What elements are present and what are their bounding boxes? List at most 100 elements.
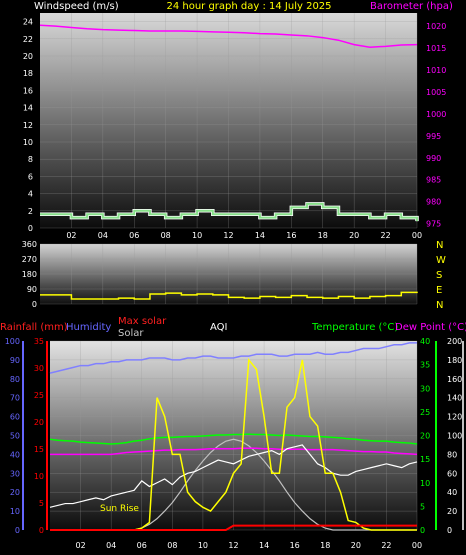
time-tick-label: 06 — [137, 541, 147, 550]
solar-label: Solar — [118, 328, 144, 339]
time-tick-label: 20 — [351, 541, 361, 550]
rainfall-tick-label: 30 — [34, 364, 44, 373]
windspeed-tick-label: 10 — [23, 138, 33, 147]
time-tick-label: 18 — [320, 541, 330, 550]
solar-aqi-tick-label: 140 — [447, 394, 462, 403]
temperature-axis-label: Temperature (°C) — [311, 322, 398, 333]
time-tick-label: 00 — [412, 231, 422, 240]
temperature-tick-label: 5 — [420, 502, 425, 511]
time-tick-label: 10 — [198, 541, 208, 550]
barometer-tick-label: 1010 — [426, 66, 446, 75]
solar-aqi-tick-label: 80 — [447, 450, 457, 459]
wind-direction-series-line — [40, 291, 418, 300]
humidity-tick-label: 70 — [10, 394, 20, 403]
humidity-tick-label: 50 — [10, 432, 20, 441]
humidity-tick-label: 90 — [10, 356, 20, 365]
barometer-tick-label: 995 — [426, 132, 441, 141]
barometer-tick-label: 975 — [426, 220, 441, 229]
compass-label: S — [436, 270, 442, 281]
rainfall-tick-label: 15 — [34, 445, 44, 454]
time-tick-label: 04 — [98, 231, 108, 240]
windspeed-tick-label: 14 — [23, 104, 33, 113]
humidity-tick-label: 20 — [10, 488, 20, 497]
windspeed-tick-label: 16 — [23, 86, 33, 95]
max-solar-label: Max solar — [118, 316, 167, 327]
temperature-tick-label: 25 — [420, 408, 430, 417]
temperature-tick-label: 15 — [420, 455, 430, 464]
barometer-tick-label: 1020 — [426, 22, 446, 31]
time-tick-label: 16 — [286, 231, 296, 240]
humidity-tick-label: 10 — [10, 507, 20, 516]
solar-aqi-tick-label: 100 — [447, 432, 462, 441]
time-tick-label: 14 — [255, 231, 265, 240]
windspeed-axis-label: Windspeed (m/s) — [34, 1, 119, 12]
time-tick-label: 20 — [349, 231, 359, 240]
time-tick-label: 08 — [167, 541, 177, 550]
windspeed-tick-label: 12 — [23, 121, 33, 130]
barometer-tick-label: 1005 — [426, 88, 446, 97]
rainfall-axis-label: Rainfall (mm) — [0, 322, 68, 333]
temperature-tick-label: 40 — [420, 337, 430, 346]
barometer-series-line — [39, 24, 418, 48]
time-tick-label: 04 — [106, 541, 116, 550]
solar-aqi-tick-label: 40 — [447, 488, 457, 497]
humidity-tick-label: 0 — [15, 526, 20, 535]
humidity-series-line — [49, 342, 417, 374]
barometer-tick-label: 985 — [426, 176, 441, 185]
time-tick-label: 10 — [192, 231, 202, 240]
aqi-label: AQI — [210, 322, 228, 333]
time-tick-label: 08 — [161, 231, 171, 240]
time-tick-label: 22 — [380, 231, 390, 240]
humidity-tick-label: 60 — [10, 413, 20, 422]
humidity-tick-label: 40 — [10, 450, 20, 459]
compass-label: E — [436, 285, 442, 296]
solar-aqi-tick-label: 180 — [447, 356, 462, 365]
humidity-tick-label: 80 — [10, 375, 20, 384]
windspeed-tick-label: 18 — [23, 69, 33, 78]
aqi-series-line — [49, 444, 418, 508]
barometer-tick-label: 980 — [426, 198, 441, 207]
dew-point-axis-label: Dew Point (°C) — [395, 322, 466, 333]
barometer-tick-label: 1000 — [426, 110, 446, 119]
time-tick-label: 18 — [318, 231, 328, 240]
barometer-axis-label: Barometer (hpa) — [370, 1, 453, 12]
graph-title: 24 hour graph day : 14 July 2025 — [166, 1, 331, 12]
time-tick-label: 12 — [228, 541, 238, 550]
time-tick-label: 02 — [66, 231, 76, 240]
windspeed-tick-label: 6 — [28, 172, 33, 181]
rainfall-tick-label: 25 — [34, 391, 44, 400]
windspeed-tick-label: 4 — [28, 190, 33, 199]
windspeed-series-line — [40, 202, 418, 222]
time-tick-label: 16 — [290, 541, 300, 550]
humidity-tick-label: 100 — [5, 337, 20, 346]
time-tick-label: 22 — [381, 541, 391, 550]
humidity-axis-label: Humidity — [66, 322, 111, 333]
dew-point-series-line — [50, 447, 418, 456]
windspeed-tick-label: 22 — [23, 35, 33, 44]
rainfall-tick-label: 5 — [39, 499, 44, 508]
temperature-tick-label: 10 — [420, 479, 430, 488]
direction-tick-label: 270 — [22, 255, 37, 264]
compass-label: N — [436, 300, 443, 311]
temperature-tick-label: 35 — [420, 361, 430, 370]
solar-aqi-tick-label: 20 — [447, 507, 457, 516]
time-tick-label: 06 — [129, 231, 139, 240]
compass-label: W — [436, 255, 446, 266]
windspeed-tick-label: 8 — [28, 155, 33, 164]
direction-tick-label: 180 — [22, 270, 37, 279]
time-tick-label: 12 — [223, 231, 233, 240]
humidity-tick-label: 30 — [10, 469, 20, 478]
direction-tick-label: 360 — [22, 240, 37, 249]
windspeed-tick-label: 0 — [28, 224, 33, 233]
rainfall-tick-label: 20 — [34, 418, 44, 427]
temperature-tick-label: 30 — [420, 384, 430, 393]
temperature-tick-label: 0 — [420, 526, 425, 535]
windspeed-tick-label: 20 — [23, 52, 33, 61]
windspeed-tick-label: 24 — [23, 18, 33, 27]
time-tick-label: 02 — [75, 541, 85, 550]
windspeed-tick-label: 2 — [28, 207, 33, 216]
direction-tick-label: 90 — [27, 285, 37, 294]
solar-aqi-tick-label: 0 — [447, 526, 452, 535]
compass-label: N — [436, 240, 443, 251]
